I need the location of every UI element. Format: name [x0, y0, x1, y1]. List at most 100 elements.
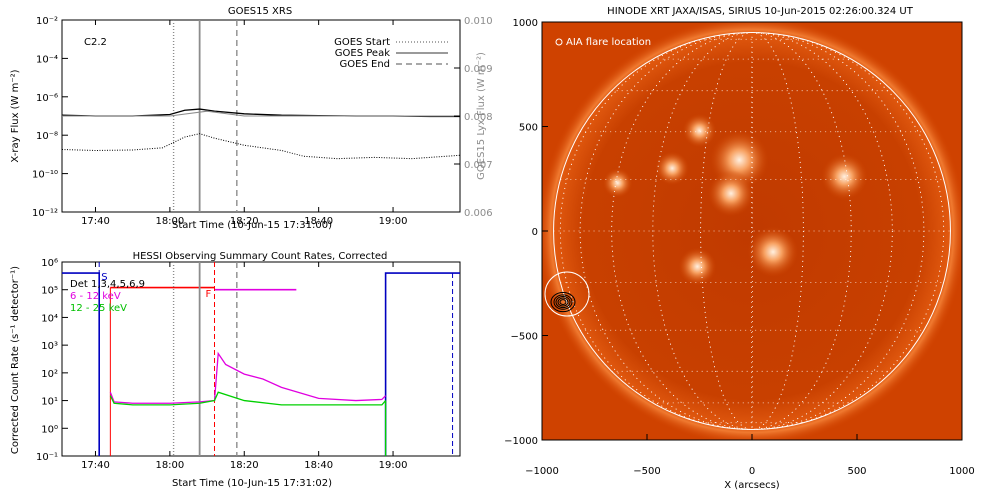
active-region: [682, 113, 717, 148]
goes-y-tick-label: 10⁻¹²: [32, 208, 58, 219]
aia-flare-location-label: AIA flare location: [566, 37, 651, 48]
hessi-y-tick-label: 10⁰: [41, 424, 58, 435]
flare-contour: [559, 299, 567, 305]
xrt-x-tick-label: −1000: [525, 466, 559, 477]
goes-y-tick-right-label: 0.010: [464, 16, 493, 27]
goes-x-tick-label: 18:40: [304, 216, 333, 227]
hessi-x-tick-label: 18:20: [230, 460, 259, 471]
goes-panel: GOES15 XRS 17:40 18:00 18:20 18:40 19:00 10⁻…: [10, 6, 493, 231]
hessi-y-tick-label: 10⁵: [41, 286, 58, 297]
hessi-y-tick-label: 10⁻¹: [36, 452, 58, 463]
xrt-y-tick-label: −500: [511, 332, 538, 343]
active-region: [707, 170, 755, 217]
xrt-title: HINODE XRT JAXA/ISAS, SIRIUS 10-Jun-2015…: [607, 6, 914, 17]
hessi-y-tick-label: 10⁴: [41, 313, 58, 324]
goes-y-tick-label: 10⁻²: [36, 16, 58, 27]
goes-x-ticks: 17:40 18:00 18:20 18:40 19:00: [81, 20, 407, 227]
goes-class-label: C2.2: [84, 37, 107, 48]
goes-x-tick-label: 17:40: [81, 216, 110, 227]
hessi-x-tick-label: 17:40: [81, 460, 110, 471]
xrt-panel: HINODE XRT JAXA/ISAS, SIRIUS 10-Jun-2015…: [504, 6, 975, 491]
xrt-y-ticks: −1000 −500 0 500 1000: [504, 18, 548, 447]
hessi-x-ticks: 17:40 18:00 18:20 18:40 19:00: [81, 262, 407, 471]
xrt-x-tick-label: 500: [847, 466, 866, 477]
goes-x-label: Start Time (10-Jun-15 17:31:00): [172, 220, 332, 231]
xrt-x-label: X (arcsecs): [724, 480, 780, 491]
legend-goes-start: GOES Start: [334, 37, 390, 48]
hessi-marker-s: S: [101, 272, 107, 283]
goes-y-label: X-ray Flux (W m⁻²): [10, 69, 21, 162]
sun-disk: [553, 32, 951, 430]
goes-short-channel-line: [61, 133, 461, 160]
goes-x-tick-label: 19:00: [379, 216, 408, 227]
solar-limb: [553, 32, 951, 430]
hessi-legend-mid: 12 - 25 keV: [70, 303, 127, 314]
goes-long-channel-line: [61, 108, 460, 118]
goes-y-label-right: GOES15 Lyx Flux (W m⁻²): [476, 52, 487, 180]
hessi-legend-low: 6 - 12 keV: [70, 291, 121, 302]
hessi-y-tick-label: 10⁶: [41, 258, 58, 269]
xrt-y-tick-label: 1000: [513, 18, 538, 29]
goes-y-ticks: 10⁻¹² 10⁻¹⁰ 10⁻⁸ 10⁻⁶ 10⁻⁴ 10⁻²: [32, 16, 68, 219]
hessi-frame: [61, 261, 461, 457]
xrt-x-tick-label: 0: [749, 466, 755, 477]
goes-y-tick-label: 10⁻⁸: [36, 131, 58, 142]
hessi-title: HESSI Observing Summary Count Rates, Cor…: [133, 251, 388, 262]
hessi-x-label: Start Time (10-Jun-15 17:31:02): [172, 478, 332, 489]
flare-contour: [555, 295, 571, 309]
goes-y-tick-right-label: 0.009: [464, 64, 493, 75]
goes-x-tick-label: 18:20: [230, 216, 259, 227]
legend-goes-peak: GOES Peak: [335, 48, 390, 59]
goes-lya-line: [62, 110, 460, 117]
xrt-x-tick-label: 1000: [949, 466, 974, 477]
active-region: [821, 153, 868, 200]
hessi-event-lines: [172, 262, 238, 456]
legend-goes-end: GOES End: [340, 59, 390, 70]
aia-legend-symbol: [555, 38, 563, 46]
hessi-marker-f: F: [206, 289, 212, 300]
aia-flare-circle: [544, 271, 590, 317]
active-region: [602, 168, 633, 198]
flare-contour: [557, 297, 569, 307]
goes-y-tick-label: 10⁻⁴: [36, 54, 58, 65]
xrt-x-ticks: −1000 −500 0 500 1000: [525, 434, 975, 477]
active-region: [678, 247, 717, 286]
hessi-background-marks: [62, 262, 460, 456]
goes-legend: GOES Start GOES Peak GOES End: [334, 37, 448, 70]
hessi-series-mid-line: [109, 391, 387, 406]
active-region: [747, 226, 799, 278]
goes-event-lines: [172, 20, 238, 212]
xrt-annotation: AIA flare location: [555, 37, 651, 48]
goes-y-tick-right-label: 0.006: [464, 208, 493, 219]
hessi-panel: HESSI Observing Summary Count Rates, Cor…: [10, 251, 461, 489]
flare-contour: [550, 291, 576, 313]
hessi-night-bar-right: [384, 272, 460, 456]
xrt-y-tick-label: 500: [519, 123, 538, 134]
hessi-y-tick-label: 10²: [41, 369, 58, 380]
xrt-y-tick-label: 0: [532, 227, 538, 238]
longitude-line: [559, 32, 945, 430]
goes-y-tick-right-label: 0.007: [464, 160, 493, 171]
hessi-y-label: Corrected Count Rate (s⁻¹ detector⁻¹): [10, 266, 21, 454]
xrt-y-tick-label: −1000: [504, 436, 538, 447]
goes-x-tick-label: 18:00: [155, 216, 184, 227]
goes-series: [61, 108, 461, 160]
active-region: [655, 151, 689, 186]
hessi-x-tick-label: 19:00: [379, 460, 408, 471]
goes-y-tick-right-label: 0.008: [464, 112, 493, 123]
hessi-x-tick-label: 18:40: [304, 460, 333, 471]
flare-location-marker: [544, 271, 590, 317]
longitude-line: [611, 32, 893, 430]
active-regions: [602, 113, 868, 286]
hessi-y-ticks: 10⁻¹ 10⁰ 10¹ 10² 10³ 10⁴ 10⁵ 10⁶: [36, 258, 68, 463]
goes-y-tick-label: 10⁻⁶: [36, 93, 58, 104]
xrt-x-tick-label: −500: [633, 466, 660, 477]
hessi-legend-detectors: Det 1,3,4,5,6,9: [70, 279, 145, 290]
hessi-series: [109, 351, 387, 456]
hessi-series-low-line: [109, 351, 387, 404]
goes-y-ticks-right: 0.006 0.007 0.008 0.009 0.010: [454, 16, 493, 219]
flare-contour: [553, 294, 573, 310]
goes-title: GOES15 XRS: [228, 6, 292, 17]
goes-y-tick-label: 10⁻¹⁰: [32, 170, 58, 181]
